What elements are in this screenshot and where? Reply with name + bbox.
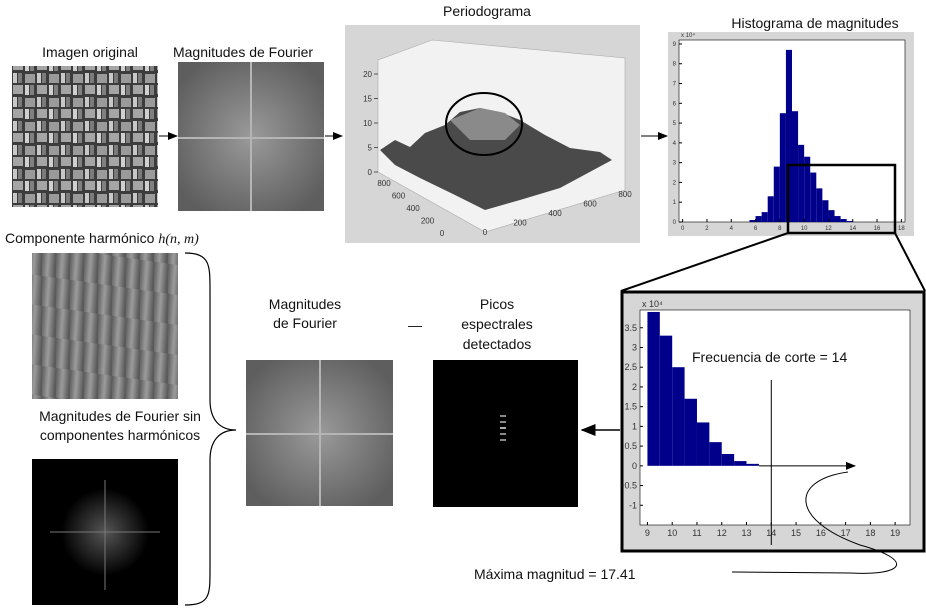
bar xyxy=(828,210,834,222)
x-tick-label: 18 xyxy=(865,528,875,538)
y-tick-label: 600 xyxy=(583,200,597,209)
y-tick-label: 3 xyxy=(632,342,637,352)
zoom-line xyxy=(621,233,788,291)
x-tick-label: 15 xyxy=(791,528,801,538)
x-tick-label: 11 xyxy=(692,528,701,538)
x-tick-label: 19 xyxy=(890,528,900,538)
y-tick-label: 2 xyxy=(632,382,637,392)
bar xyxy=(660,336,672,466)
bar xyxy=(816,188,822,222)
label: h(n, m) xyxy=(158,232,199,247)
x-tick-label: 10 xyxy=(801,226,808,232)
y-tick-label: 0 xyxy=(483,228,488,237)
x-tick-label: 12 xyxy=(717,528,727,538)
label: Componente harmónico xyxy=(5,230,155,246)
image-harmonic xyxy=(32,253,178,399)
diagram: Imagen original Magnitudes de Fourier Pe… xyxy=(0,0,926,607)
bar xyxy=(697,422,709,465)
annotation: Máxima magnitud = 17.41 xyxy=(474,566,636,582)
x-tick-label: 18 xyxy=(898,226,905,232)
bar xyxy=(749,220,755,222)
label: Histograma de magnitudes xyxy=(731,15,898,31)
bar xyxy=(768,196,774,222)
label: Periodograma xyxy=(443,3,531,19)
x-tick-label: 800 xyxy=(377,179,391,188)
annotation: Frecuencia de corte = 14 xyxy=(692,349,847,365)
y-tick-label: 400 xyxy=(548,209,562,218)
bar xyxy=(792,111,798,222)
label: Picos xyxy=(480,296,514,312)
x-tick-label: 14 xyxy=(849,226,856,232)
x-tick-label: 13 xyxy=(742,528,752,538)
z-tick-label: 20 xyxy=(363,70,372,79)
image-fourier-2 xyxy=(246,360,393,506)
x-tick-label: 16 xyxy=(816,528,826,538)
bar xyxy=(722,454,734,466)
label: detectados xyxy=(463,336,532,352)
label: — xyxy=(408,317,422,333)
bar xyxy=(685,399,697,466)
label: Magnitudes de Fourier sin xyxy=(39,408,201,424)
image-fourier xyxy=(178,62,324,211)
label: Componente harmónico h(n, m) xyxy=(5,230,199,247)
z-tick-label: 5 xyxy=(368,144,373,153)
label: componentes harmónicos xyxy=(40,427,200,443)
x-tick-label: 600 xyxy=(392,192,406,201)
exponent: x 10⁴ xyxy=(681,32,695,39)
z-tick-label: 15 xyxy=(363,95,372,104)
image-fourier-dark xyxy=(32,459,178,605)
y-tick-label: 0.5 xyxy=(624,441,637,451)
y-tick-label: 1 xyxy=(632,421,637,431)
label: de Fourier xyxy=(273,315,337,331)
exponent: x 10⁴ xyxy=(642,299,663,309)
x-tick-label: 200 xyxy=(421,217,435,226)
bar xyxy=(747,464,759,466)
bar xyxy=(822,200,828,222)
bar xyxy=(734,461,746,466)
y-tick-label: 1.5 xyxy=(624,402,637,412)
x-tick-label: 9 xyxy=(645,528,650,538)
label: Magnitudes de Fourier xyxy=(173,44,313,60)
bar xyxy=(810,173,816,222)
bar xyxy=(672,367,684,466)
bar xyxy=(709,442,721,466)
y-tick-label: 2.5 xyxy=(624,362,637,372)
bar xyxy=(774,167,780,222)
bar xyxy=(798,145,804,222)
y-tick-label: -1 xyxy=(629,500,637,510)
x-tick-label: 10 xyxy=(667,528,677,538)
y-tick-label: -0.5 xyxy=(621,481,637,491)
periodogram-plot: 0510152080060040020000200400600800 xyxy=(345,25,640,243)
z-tick-label: 0 xyxy=(368,168,373,177)
bar xyxy=(835,216,841,222)
y-tick-label: 3.5 xyxy=(624,323,637,333)
z-tick-label: 10 xyxy=(363,119,372,128)
y-tick-label: 0 xyxy=(632,461,637,471)
bar xyxy=(780,113,786,222)
bar xyxy=(762,212,768,222)
x-tick-label: 0 xyxy=(440,229,445,238)
bar xyxy=(804,157,810,222)
label: espectrales xyxy=(461,316,533,332)
image-peaks xyxy=(433,360,578,507)
image-original xyxy=(12,66,158,207)
label: Magnitudes xyxy=(269,296,341,312)
x-tick-label: 12 xyxy=(825,226,832,232)
y-tick-label: 200 xyxy=(513,219,527,228)
bar xyxy=(756,216,762,222)
label: Imagen original xyxy=(42,44,138,60)
bar xyxy=(847,221,853,222)
bar xyxy=(647,312,659,466)
zoom-line xyxy=(895,233,925,291)
x-tick-label: 17 xyxy=(841,528,851,538)
y-tick-label: 800 xyxy=(618,190,632,199)
x-tick-label: 16 xyxy=(874,226,881,232)
bar xyxy=(841,219,847,222)
x-tick-label: 400 xyxy=(406,204,420,213)
